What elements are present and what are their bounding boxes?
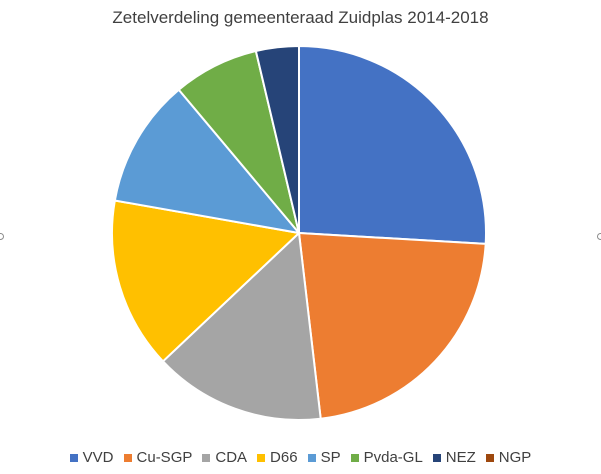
legend-item-cu-sgp[interactable]: Cu-SGP — [123, 449, 193, 466]
legend-label: VVD — [82, 449, 114, 466]
legend-label: NEZ — [445, 449, 476, 466]
legend-swatch — [123, 453, 132, 462]
legend-label: SP — [320, 449, 341, 466]
right-resize-handle[interactable] — [597, 233, 601, 240]
legend-label: CDA — [215, 449, 248, 466]
legend-item-ngp[interactable]: NGP — [485, 449, 532, 466]
legend-swatch — [202, 453, 211, 462]
left-resize-handle[interactable] — [0, 233, 4, 240]
legend-swatch — [350, 453, 359, 462]
legend-swatch — [485, 453, 494, 462]
pie-slice-d66[interactable] — [111, 199, 300, 363]
legend-swatch — [257, 453, 266, 462]
legend-label: D66 — [270, 449, 298, 466]
pie-slice-nez[interactable] — [254, 45, 300, 234]
pie-slice-cda[interactable] — [161, 232, 322, 421]
legend-item-cda[interactable]: CDA — [202, 449, 247, 466]
legend-swatch — [432, 453, 441, 462]
legend-item-nez[interactable]: NEZ — [432, 449, 476, 466]
legend-label: Cu-SGP — [136, 449, 193, 466]
legend-swatch — [307, 453, 316, 462]
legend-item-pvda-gl[interactable]: Pvda-GL — [350, 449, 423, 466]
chart-title: Zetelverdeling gemeenteraad Zuidplas 201… — [112, 8, 489, 27]
chart-legend: VVD Cu-SGP CDA D66 SP Pvda-GL NEZ NGP — [0, 449, 601, 466]
legend-item-vvd[interactable]: VVD — [69, 449, 114, 466]
pie-slice-cu-sgp[interactable] — [298, 232, 487, 420]
legend-item-sp[interactable]: SP — [307, 449, 341, 466]
legend-label: Pvda-GL — [363, 449, 423, 466]
pie-slice-sp[interactable] — [113, 88, 300, 234]
legend-label: NGP — [498, 449, 532, 466]
legend-swatch — [69, 453, 78, 462]
legend-item-d66[interactable]: D66 — [257, 449, 298, 466]
pie-slice-vvd[interactable] — [298, 45, 487, 245]
